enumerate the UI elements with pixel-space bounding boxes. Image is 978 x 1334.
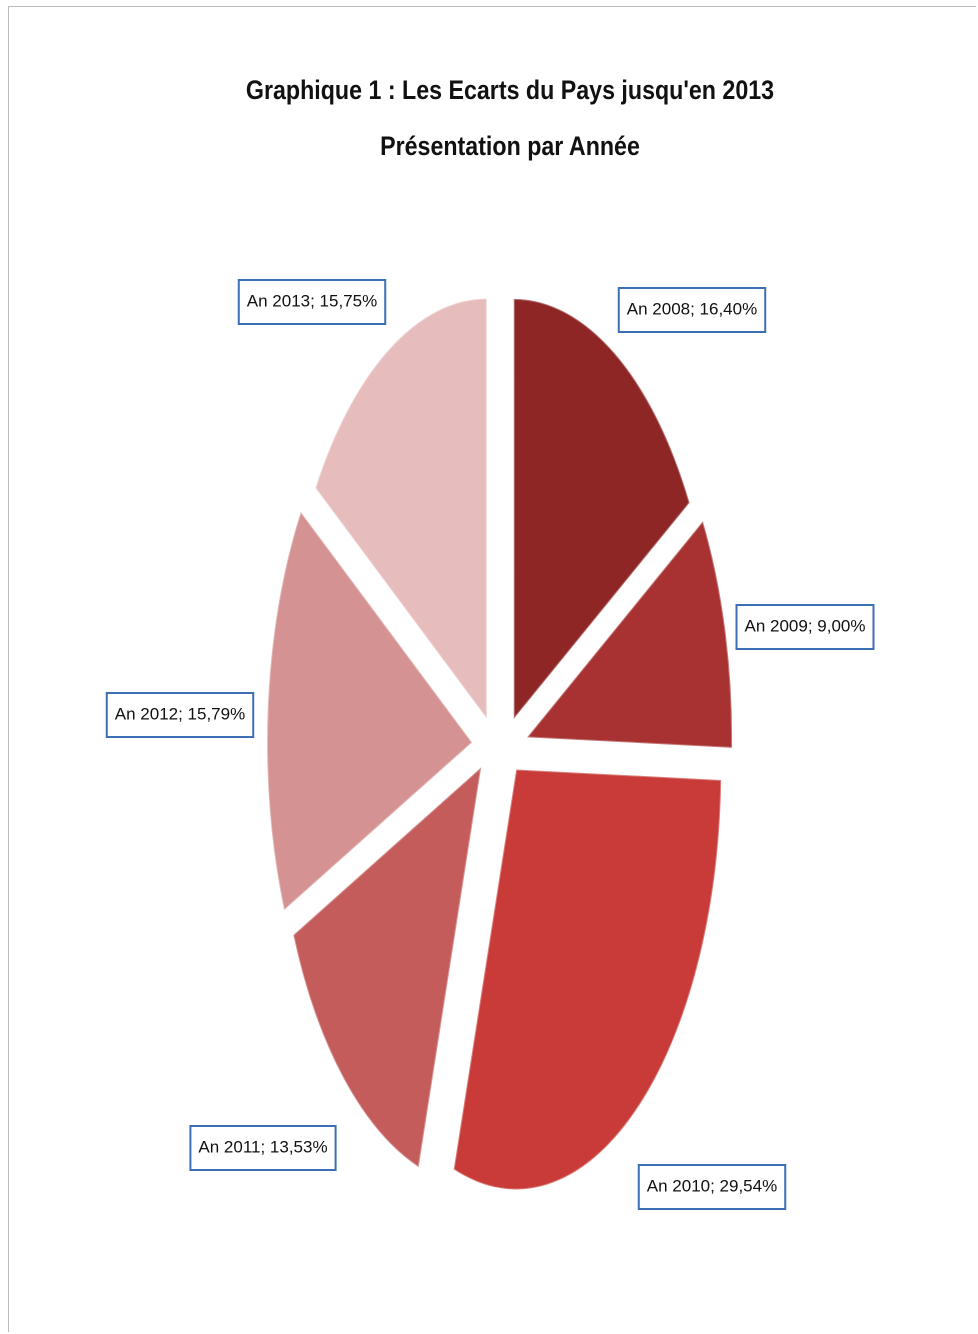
data-label: An 2012; 15,79% [115,704,245,723]
pie-slice [452,768,723,1191]
label-box [637,1164,787,1210]
label-box [237,279,387,325]
data-label: An 2010; 29,54% [647,1176,777,1195]
pie-slice [512,297,691,722]
pie-slice [314,297,488,722]
data-label: An 2013; 15,75% [247,291,377,310]
pie-slice [525,519,734,749]
chart-title: Graphique 1 : Les Ecarts du Pays jusqu'e… [245,75,775,161]
pie-slice [266,509,474,913]
label-box [105,692,255,738]
data-label: An 2009; 9,00% [745,616,866,635]
pie-slice [292,764,483,1169]
label-box [735,604,875,650]
label-box [617,287,767,333]
label-box [189,1125,337,1171]
frame [8,6,976,1332]
data-label: An 2011; 13,53% [198,1137,327,1156]
data-label: An 2008; 16,40% [627,299,757,318]
